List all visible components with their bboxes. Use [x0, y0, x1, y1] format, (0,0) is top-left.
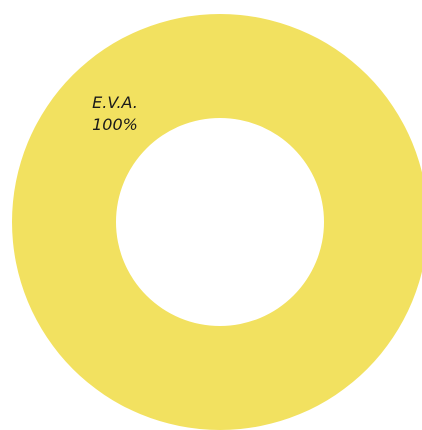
- slices-layer: [12, 14, 422, 430]
- donut-slice-0: [12, 14, 422, 430]
- slice-label-value: 100%: [92, 115, 138, 134]
- labels-layer: E.V.A. 100%: [92, 93, 138, 134]
- slice-label-name: E.V.A.: [92, 93, 138, 112]
